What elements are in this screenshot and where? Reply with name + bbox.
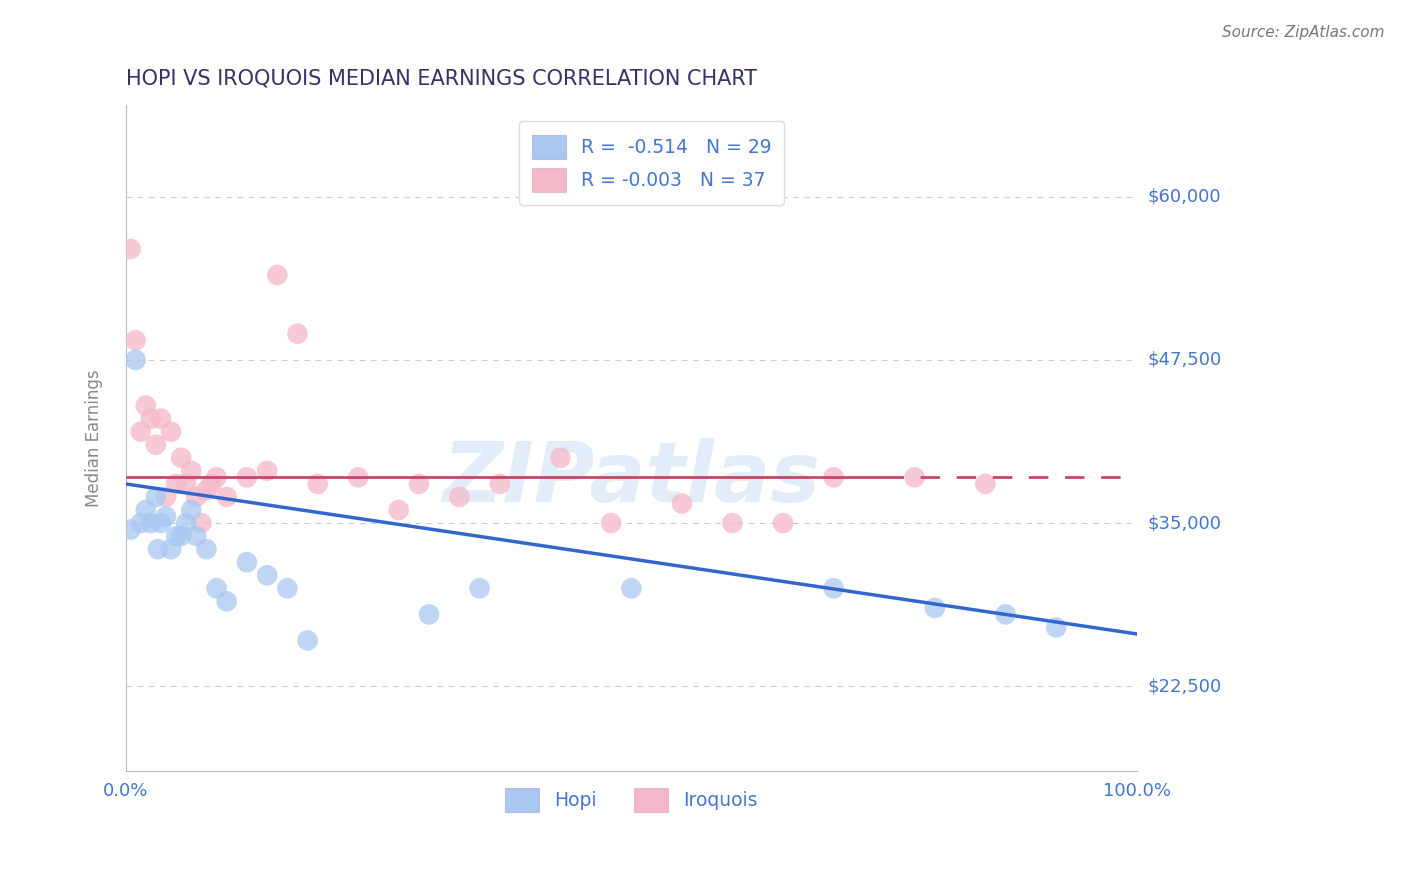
Point bbox=[287, 326, 309, 341]
Point bbox=[165, 476, 187, 491]
Text: Source: ZipAtlas.com: Source: ZipAtlas.com bbox=[1222, 25, 1385, 40]
Point bbox=[135, 503, 157, 517]
Point bbox=[155, 490, 177, 504]
Point bbox=[408, 476, 430, 491]
Point bbox=[135, 399, 157, 413]
Point bbox=[236, 470, 259, 484]
Point bbox=[200, 476, 222, 491]
Point bbox=[160, 542, 183, 557]
Point bbox=[124, 334, 146, 348]
Legend: Hopi, Iroquois: Hopi, Iroquois bbox=[496, 779, 766, 822]
Point bbox=[145, 490, 167, 504]
Point bbox=[129, 516, 152, 530]
Point bbox=[256, 568, 278, 582]
Point bbox=[772, 516, 794, 530]
Text: $22,500: $22,500 bbox=[1147, 677, 1222, 695]
Point bbox=[174, 476, 197, 491]
Point bbox=[823, 582, 845, 596]
Text: HOPI VS IROQUOIS MEDIAN EARNINGS CORRELATION CHART: HOPI VS IROQUOIS MEDIAN EARNINGS CORRELA… bbox=[125, 69, 756, 88]
Point bbox=[903, 470, 925, 484]
Point bbox=[149, 411, 172, 425]
Point bbox=[120, 242, 142, 256]
Text: $47,500: $47,500 bbox=[1147, 351, 1222, 369]
Point bbox=[974, 476, 997, 491]
Point bbox=[124, 352, 146, 367]
Point bbox=[256, 464, 278, 478]
Point bbox=[145, 438, 167, 452]
Point bbox=[195, 483, 218, 498]
Point bbox=[180, 464, 202, 478]
Point bbox=[924, 600, 946, 615]
Point bbox=[146, 542, 169, 557]
Text: ZIPatlas: ZIPatlas bbox=[443, 438, 820, 518]
Point bbox=[671, 496, 693, 510]
Point bbox=[297, 633, 319, 648]
Point bbox=[174, 516, 197, 530]
Point bbox=[307, 476, 329, 491]
Point bbox=[155, 509, 177, 524]
Point bbox=[388, 503, 411, 517]
Point bbox=[170, 450, 193, 465]
Point bbox=[160, 425, 183, 439]
Point bbox=[418, 607, 440, 622]
Point bbox=[195, 542, 218, 557]
Point bbox=[165, 529, 187, 543]
Point bbox=[347, 470, 370, 484]
Point bbox=[994, 607, 1017, 622]
Point bbox=[600, 516, 623, 530]
Point bbox=[266, 268, 288, 282]
Point bbox=[139, 516, 162, 530]
Point bbox=[276, 582, 298, 596]
Point bbox=[215, 490, 238, 504]
Point bbox=[721, 516, 744, 530]
Point bbox=[170, 529, 193, 543]
Point bbox=[488, 476, 510, 491]
Y-axis label: Median Earnings: Median Earnings bbox=[86, 369, 103, 507]
Point bbox=[186, 490, 208, 504]
Point bbox=[139, 411, 162, 425]
Point bbox=[620, 582, 643, 596]
Point bbox=[186, 529, 208, 543]
Point bbox=[120, 523, 142, 537]
Point bbox=[1045, 620, 1067, 634]
Point bbox=[823, 470, 845, 484]
Point bbox=[190, 516, 212, 530]
Point bbox=[149, 516, 172, 530]
Text: $35,000: $35,000 bbox=[1147, 514, 1222, 532]
Point bbox=[129, 425, 152, 439]
Point bbox=[550, 450, 572, 465]
Text: $60,000: $60,000 bbox=[1147, 187, 1220, 206]
Point bbox=[468, 582, 491, 596]
Point bbox=[236, 555, 259, 569]
Point bbox=[205, 582, 228, 596]
Point bbox=[215, 594, 238, 608]
Point bbox=[180, 503, 202, 517]
Point bbox=[205, 470, 228, 484]
Point bbox=[449, 490, 471, 504]
